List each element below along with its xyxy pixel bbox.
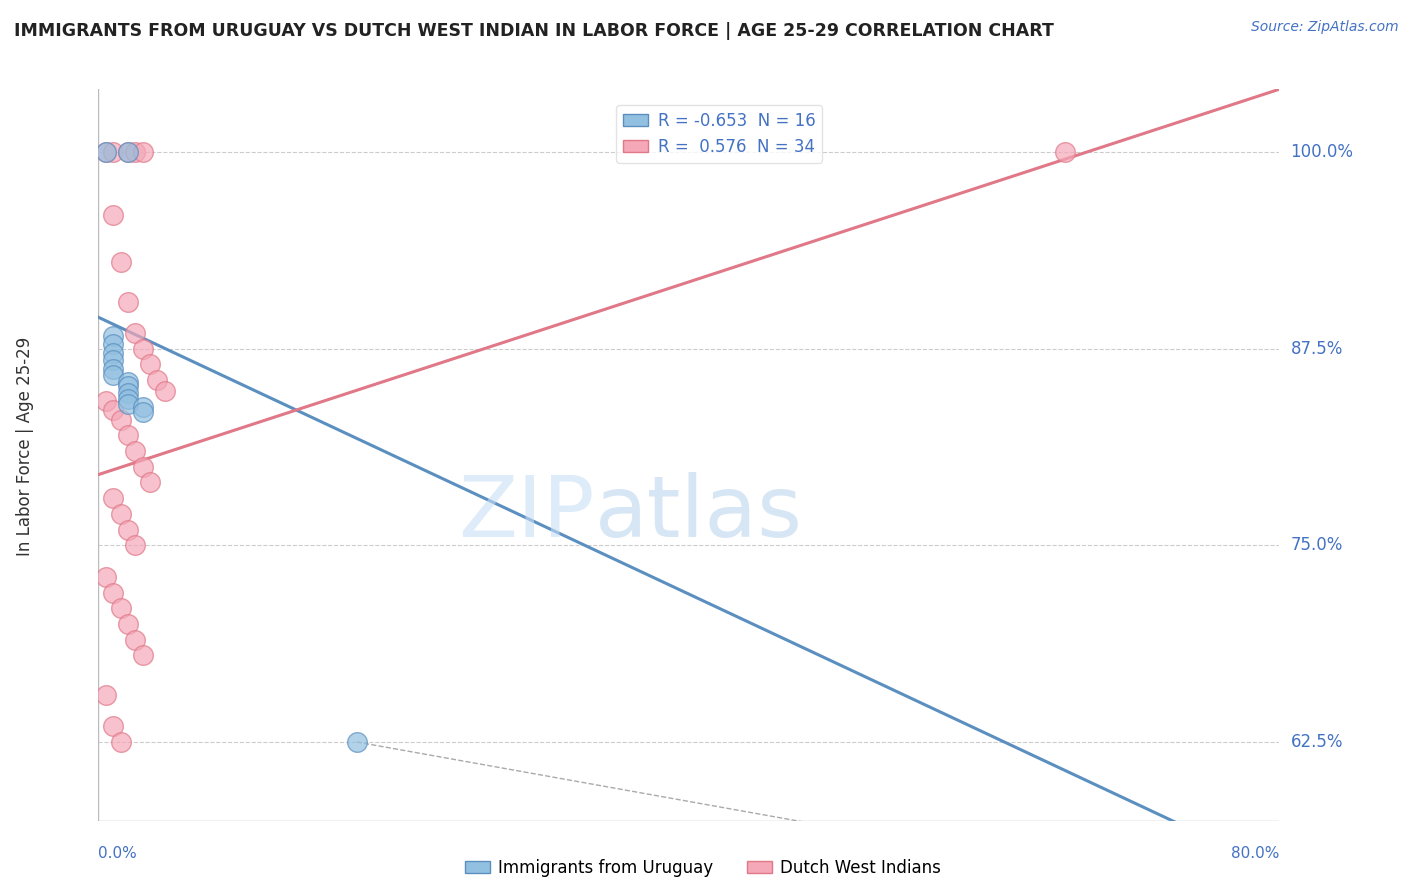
- Text: 87.5%: 87.5%: [1291, 340, 1343, 358]
- Point: [117, 617, 139, 632]
- Point: [103, 337, 125, 351]
- Point: [94, 570, 117, 584]
- Point: [132, 342, 155, 356]
- Point: [103, 719, 125, 733]
- Point: [346, 735, 368, 749]
- Point: [103, 329, 125, 343]
- Point: [132, 459, 155, 474]
- Point: [103, 585, 125, 599]
- Text: In Labor Force | Age 25-29: In Labor Force | Age 25-29: [17, 336, 34, 556]
- Point: [103, 352, 125, 367]
- Point: [153, 384, 176, 399]
- Text: 80.0%: 80.0%: [1232, 846, 1279, 861]
- Point: [94, 145, 117, 160]
- Point: [132, 400, 155, 414]
- Text: IMMIGRANTS FROM URUGUAY VS DUTCH WEST INDIAN IN LABOR FORCE | AGE 25-29 CORRELAT: IMMIGRANTS FROM URUGUAY VS DUTCH WEST IN…: [14, 22, 1054, 40]
- Point: [132, 405, 155, 419]
- Point: [117, 523, 139, 537]
- Point: [117, 385, 139, 400]
- Point: [117, 294, 139, 309]
- Point: [124, 326, 146, 340]
- Point: [132, 648, 155, 663]
- Point: [94, 393, 117, 408]
- Point: [94, 145, 117, 160]
- Point: [132, 145, 155, 160]
- Point: [94, 688, 117, 702]
- Point: [103, 368, 125, 383]
- Point: [110, 255, 132, 269]
- Point: [1054, 145, 1077, 160]
- Point: [103, 346, 125, 360]
- Point: [117, 428, 139, 442]
- Legend: R = -0.653  N = 16, R =  0.576  N = 34: R = -0.653 N = 16, R = 0.576 N = 34: [616, 105, 823, 162]
- Text: 100.0%: 100.0%: [1291, 143, 1354, 161]
- Point: [146, 373, 169, 387]
- Text: Source: ZipAtlas.com: Source: ZipAtlas.com: [1251, 20, 1399, 34]
- Point: [124, 444, 146, 458]
- Point: [117, 145, 139, 160]
- Text: ZIP: ZIP: [458, 472, 595, 555]
- Point: [103, 362, 125, 376]
- Point: [103, 491, 125, 505]
- Point: [103, 208, 125, 222]
- Point: [139, 475, 162, 490]
- Point: [110, 412, 132, 426]
- Text: 62.5%: 62.5%: [1291, 733, 1343, 751]
- Point: [110, 601, 132, 615]
- Point: [103, 403, 125, 417]
- Point: [124, 145, 146, 160]
- Point: [124, 632, 146, 647]
- Text: 0.0%: 0.0%: [98, 846, 138, 861]
- Point: [103, 145, 125, 160]
- Point: [124, 538, 146, 552]
- Point: [117, 379, 139, 393]
- Legend: Immigrants from Uruguay, Dutch West Indians: Immigrants from Uruguay, Dutch West Indi…: [458, 853, 948, 884]
- Point: [110, 735, 132, 749]
- Text: 75.0%: 75.0%: [1291, 536, 1343, 554]
- Point: [139, 358, 162, 372]
- Point: [117, 392, 139, 406]
- Point: [117, 397, 139, 411]
- Point: [110, 507, 132, 521]
- Point: [117, 145, 139, 160]
- Point: [117, 375, 139, 389]
- Text: atlas: atlas: [595, 472, 803, 555]
